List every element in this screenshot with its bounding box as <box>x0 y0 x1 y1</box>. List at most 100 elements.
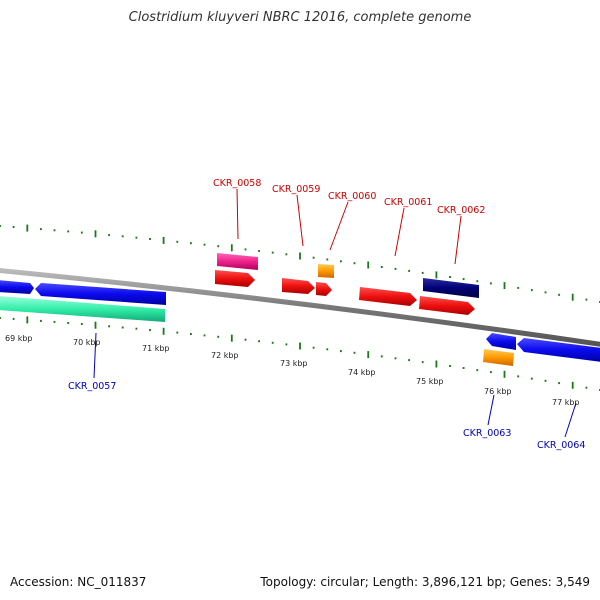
gene-label-ckr-0061[interactable]: CKR_0061 <box>384 197 432 208</box>
scale-label-77kbp: 77 kbp <box>552 398 580 407</box>
minor-tick <box>585 298 588 301</box>
minor-tick <box>67 322 70 324</box>
major-tick <box>571 381 574 389</box>
minor-tick <box>585 386 588 389</box>
minor-tick <box>108 234 110 237</box>
cds-reverse-ckr-0064 <box>517 338 600 362</box>
cds-forward-ckr-0061 <box>359 287 417 306</box>
minor-tick <box>394 357 397 360</box>
minor-tick <box>490 371 492 374</box>
cds-forward-1 <box>215 270 255 287</box>
major-tick <box>26 224 29 232</box>
feature-orange-ckr-0063 <box>483 349 514 366</box>
inner-tick-track <box>0 316 600 391</box>
gene-label-ckr-0059[interactable]: CKR_0059 <box>272 184 320 195</box>
leader-ckr-0062 <box>454 215 462 265</box>
minor-tick <box>121 326 124 329</box>
major-tick <box>367 351 370 359</box>
minor-tick <box>517 286 520 289</box>
minor-tick <box>394 267 397 270</box>
minor-tick <box>108 325 110 328</box>
major-tick <box>503 370 506 378</box>
minor-tick <box>135 327 138 330</box>
minor-tick <box>258 250 260 252</box>
minor-tick <box>80 231 83 234</box>
scale-label-73kbp: 73 kbp <box>280 359 308 368</box>
scale-label-75kbp: 75 kbp <box>416 377 444 386</box>
cds-reverse-ckr-0063 <box>486 333 516 350</box>
scale-label-72kbp: 72 kbp <box>211 351 239 360</box>
reverse-leader-lines <box>93 332 577 438</box>
forward-gene-labels: CKR_0058 CKR_0059 CKR_0060 CKR_0061 CKR_… <box>213 178 485 216</box>
cds-reverse-left-partial <box>0 280 34 294</box>
minor-tick <box>353 351 356 354</box>
minor-tick <box>312 346 315 349</box>
minor-tick <box>340 260 342 263</box>
major-tick <box>230 244 233 252</box>
minor-tick <box>149 329 151 331</box>
feature-orange-ckr-0060 <box>318 264 334 278</box>
minor-tick <box>40 319 42 322</box>
minor-tick <box>476 369 479 372</box>
minor-tick <box>40 228 42 231</box>
minor-tick <box>271 341 274 344</box>
leader-ckr-0059 <box>296 194 304 247</box>
minor-tick <box>203 334 206 337</box>
minor-tick <box>190 242 192 245</box>
minor-tick <box>258 340 260 343</box>
minor-tick <box>312 256 315 259</box>
major-tick <box>26 316 29 324</box>
leader-ckr-0064 <box>564 402 577 438</box>
minor-tick <box>530 377 533 380</box>
leader-ckr-0060 <box>329 201 349 251</box>
minor-tick <box>353 262 356 265</box>
minor-tick <box>12 226 15 228</box>
gene-label-ckr-0058[interactable]: CKR_0058 <box>213 178 261 189</box>
major-tick <box>162 236 165 244</box>
minor-tick <box>326 258 329 261</box>
map-title: Clostridium kluyveri NBRC 12016, complet… <box>128 10 472 25</box>
leader-ckr-0057 <box>93 332 97 379</box>
genome-backbone <box>0 267 600 347</box>
feature-aqua-ckr-0057 <box>0 296 165 322</box>
genome-stats-text: Topology: circular; Length: 3,896,121 bp… <box>260 575 590 589</box>
minor-tick <box>135 236 138 239</box>
minor-tick <box>408 269 410 272</box>
minor-tick <box>121 235 124 238</box>
minor-tick <box>80 323 83 325</box>
gene-label-ckr-0064[interactable]: CKR_0064 <box>537 440 585 451</box>
major-tick <box>435 271 438 279</box>
minor-tick <box>285 253 288 256</box>
outer-tick-track <box>0 224 600 303</box>
gene-label-ckr-0063[interactable]: CKR_0063 <box>463 428 511 439</box>
minor-tick <box>0 225 1 227</box>
scale-label-71kbp: 71 kbp <box>142 344 170 353</box>
major-tick <box>299 342 301 350</box>
scale-label-76kbp: 76 kbp <box>484 387 512 396</box>
major-tick <box>503 282 506 290</box>
major-tick <box>435 360 438 368</box>
forward-leader-lines <box>236 188 462 265</box>
minor-tick <box>67 230 70 233</box>
minor-tick <box>462 367 465 369</box>
minor-tick <box>490 282 492 285</box>
cds-forward-ckr-0060 <box>316 282 332 296</box>
minor-tick <box>380 355 383 358</box>
minor-tick <box>517 375 520 378</box>
minor-tick <box>326 348 329 351</box>
minor-tick <box>544 379 547 382</box>
minor-tick <box>0 317 1 319</box>
minor-tick <box>244 338 247 341</box>
minor-tick <box>217 335 220 338</box>
cds-forward-ckr-0062 <box>419 296 475 315</box>
minor-tick <box>217 245 220 248</box>
gene-label-ckr-0060[interactable]: CKR_0060 <box>328 191 376 202</box>
minor-tick <box>244 248 247 251</box>
gene-label-ckr-0062[interactable]: CKR_0062 <box>437 205 485 216</box>
minor-tick <box>449 276 451 278</box>
gene-label-ckr-0057[interactable]: CKR_0057 <box>68 381 116 392</box>
reverse-gene-labels: CKR_0057 CKR_0063 CKR_0064 <box>68 381 585 451</box>
minor-tick <box>53 229 56 232</box>
minor-tick <box>530 289 533 292</box>
